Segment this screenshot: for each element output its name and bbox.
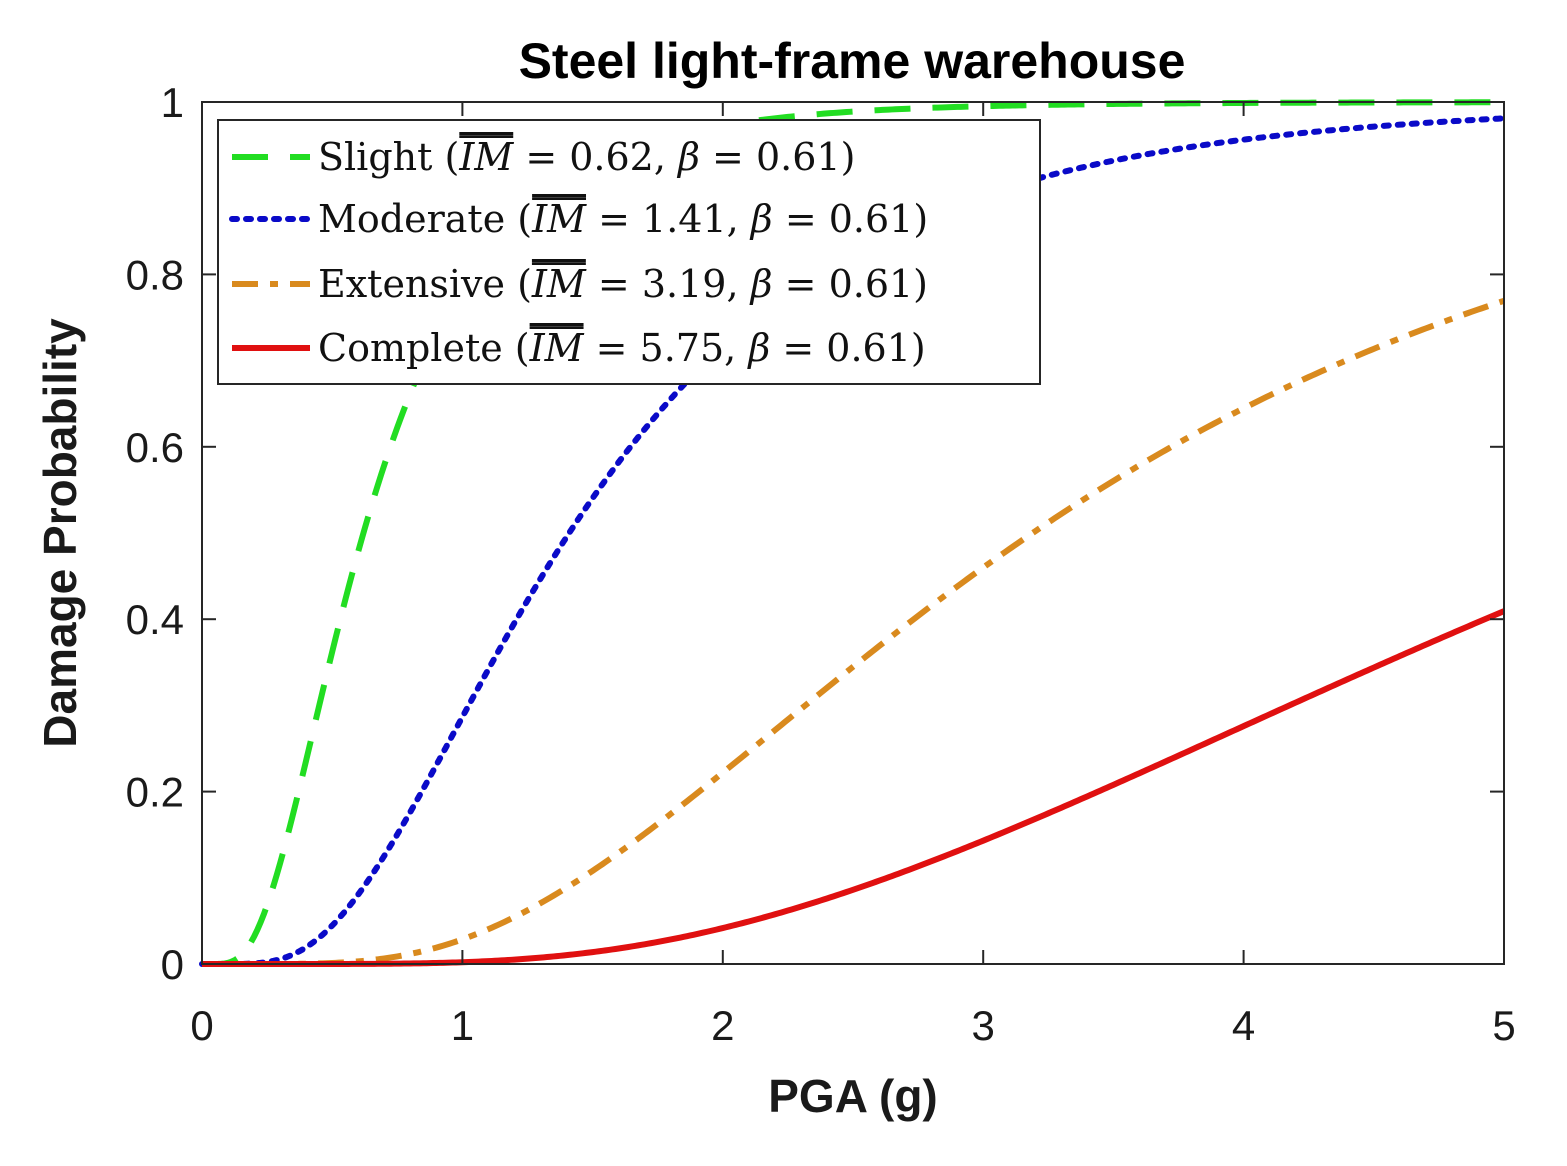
y-axis: 0 0.2 0.4 0.6 0.8 1 xyxy=(126,79,1504,988)
series-line-moderate xyxy=(199,115,1507,967)
y-tick-label: 0.6 xyxy=(126,424,184,471)
series-line-complete xyxy=(202,608,1506,967)
y-axis-label: Damage Probability xyxy=(34,318,86,748)
x-tick-label: 0 xyxy=(190,1002,213,1049)
legend-label-extensive: Extensive (IM = 3.19, β = 0.61) xyxy=(318,262,928,306)
x-tick-label: 3 xyxy=(972,1002,995,1049)
legend-box xyxy=(217,119,1041,385)
x-axis: 0 1 2 3 4 5 xyxy=(190,102,1516,1049)
legend: Slight (IM = 0.62, β = 0.61) Moderate (IM… xyxy=(217,119,1041,385)
y-tick-label: 0.8 xyxy=(126,251,184,298)
plot-area-frame xyxy=(201,101,1505,965)
legend-label-slight: Slight (IM = 0.62, β = 0.61) xyxy=(318,135,855,179)
y-tick-label: 0.4 xyxy=(126,596,184,643)
legend-label-moderate: Moderate (IM = 1.41, β = 0.61) xyxy=(318,197,928,241)
y-tick-label: 0.2 xyxy=(126,769,184,816)
x-tick-label: 4 xyxy=(1232,1002,1255,1049)
x-tick-label: 2 xyxy=(711,1002,734,1049)
x-tick-label: 1 xyxy=(451,1002,474,1049)
x-axis-label: PGA (g) xyxy=(768,1070,938,1122)
series-line-extensive xyxy=(202,297,1505,967)
x-tick-label: 5 xyxy=(1492,1002,1515,1049)
y-tick-label: 1 xyxy=(161,79,184,126)
chart-title: Steel light-frame warehouse xyxy=(519,33,1186,89)
legend-label-complete: Complete (IM = 5.75, β = 0.61) xyxy=(318,326,926,370)
y-tick-label: 0 xyxy=(161,941,184,988)
